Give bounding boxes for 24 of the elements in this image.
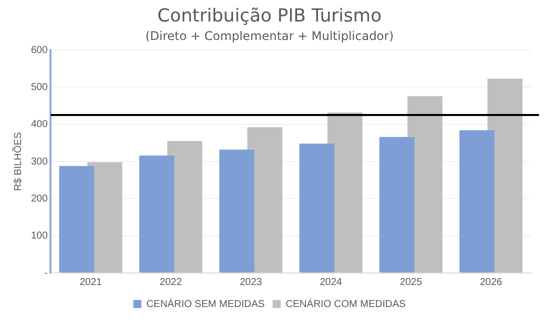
x-tick-label: 2023 [240,276,262,288]
y-axis-title: R$ BILHÕES [12,132,24,191]
x-tick-label: 2022 [160,276,182,288]
bar [139,156,174,272]
bar [379,136,414,272]
y-tick-label: 200 [30,193,48,204]
bar [459,130,494,272]
chart-title: Contribuição PIB Turismo [157,5,382,26]
x-tick-label: 2021 [80,276,102,288]
y-tick-label: 100 [30,230,48,242]
y-tick-label: 300 [30,156,48,168]
chart-subtitle: (Direto + Complementar + Multiplicador) [145,28,394,43]
y-tick-label: 600 [30,44,48,56]
legend-label: CENÁRIO SEM MEDIDAS [146,298,265,310]
y-tick-label: 400 [30,119,48,130]
y-tick-label: - [44,268,48,279]
x-tick-label: 2026 [480,276,503,288]
bar [299,144,334,272]
bar [59,166,94,272]
bar [219,150,254,272]
legend-label: CENÁRIO COM MEDIDAS [286,298,406,310]
x-tick-label: 2025 [400,276,422,288]
x-tick-label: 2024 [320,276,342,288]
y-tick-label: 500 [30,82,48,93]
